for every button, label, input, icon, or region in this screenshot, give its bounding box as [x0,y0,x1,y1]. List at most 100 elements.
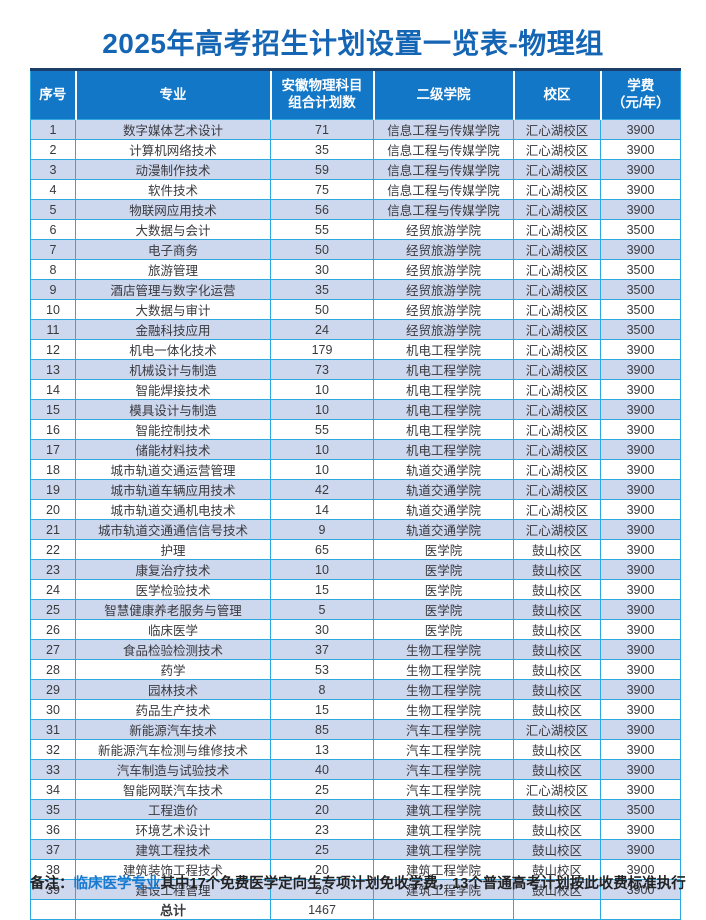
table-cell: 3900 [600,699,681,720]
table-cell: 3900 [600,579,681,600]
table-cell: 汇心湖校区 [513,179,601,200]
table-cell: 27 [30,639,76,660]
table-cell: 25 [270,779,374,800]
table-cell: 3900 [600,739,681,760]
table-cell: 75 [270,179,374,200]
table-cell: 25 [30,599,76,620]
table-cell: 3500 [600,799,681,820]
table-cell: 大数据与审计 [75,299,271,320]
table-cell: 3900 [600,559,681,580]
table-cell: 汇心湖校区 [513,719,601,740]
table-cell: 25 [270,839,374,860]
table-cell: 3900 [600,759,681,780]
table-cell: 建筑工程学院 [373,799,514,820]
table-cell: 14 [30,379,76,400]
table-cell: 信息工程与传媒学院 [373,139,514,160]
table-cell: 13 [270,739,374,760]
table-cell: 经贸旅游学院 [373,299,514,320]
table-row: 11 金融科技应用 24 经贸旅游学院 汇心湖校区 3500 [30,319,681,340]
table-cell: 3900 [600,839,681,860]
table-cell: 3900 [600,519,681,540]
table-cell: 26 [270,879,374,900]
table-cell: 6 [30,219,76,240]
enrollment-plan-table: 序号 专业 安徽物理科目 组合计划数 二级学院 校区 学费 （元/年） 1 数字媒体艺术设计 71… [30,68,681,920]
table-cell: 38 [30,859,76,880]
column-header: 校区 [512,68,601,120]
table-cell: 汇心湖校区 [513,459,601,480]
table-row: 10 大数据与审计 50 经贸旅游学院 汇心湖校区 3500 [30,299,681,320]
table-cell: 65 [270,539,374,560]
table-cell: 机械设计与制造 [75,359,271,380]
table-cell: 24 [30,579,76,600]
table-cell: 汇心湖校区 [513,479,601,500]
table-row: 15 模具设计与制造 10 机电工程学院 汇心湖校区 3900 [30,399,681,420]
table-cell: 汇心湖校区 [513,339,601,360]
table-cell: 模具设计与制造 [75,399,271,420]
table-cell: 31 [30,719,76,740]
table-cell: 23 [30,559,76,580]
table-cell: 鼓山校区 [513,559,601,580]
table-cell: 鼓山校区 [513,599,601,620]
table-row: 2 计算机网络技术 35 信息工程与传媒学院 汇心湖校区 3900 [30,139,681,160]
table-cell: 55 [270,419,374,440]
table-row: 19 城市轨道车辆应用技术 42 轨道交通学院 汇心湖校区 3900 [30,479,681,500]
table-cell: 22 [30,539,76,560]
table-cell: 35 [270,279,374,300]
table-cell: 经贸旅游学院 [373,219,514,240]
table-cell: 汽车制造与试验技术 [75,759,271,780]
table-row: 12 机电一体化技术 179 机电工程学院 汇心湖校区 3900 [30,339,681,360]
table-cell: 信息工程与传媒学院 [373,119,514,140]
table-cell: 15 [270,699,374,720]
table-cell: 33 [30,759,76,780]
table-row: 30 药品生产技术 15 生物工程学院 鼓山校区 3900 [30,699,681,720]
table-cell: 汇心湖校区 [513,399,601,420]
table-cell: 智慧健康养老服务与管理 [75,599,271,620]
table-cell: 3900 [600,159,681,180]
table-cell: 12 [30,339,76,360]
table-cell: 30 [270,619,374,640]
table-cell: 35 [270,139,374,160]
table-cell: 3900 [600,679,681,700]
table-cell: 20 [270,799,374,820]
table-row: 33 汽车制造与试验技术 40 汽车工程学院 鼓山校区 3900 [30,759,681,780]
table-cell: 建筑工程学院 [373,839,514,860]
table-cell: 机电工程学院 [373,419,514,440]
table-row: 3 动漫制作技术 59 信息工程与传媒学院 汇心湖校区 3900 [30,159,681,180]
table-cell: 3900 [600,819,681,840]
table-cell: 新能源汽车检测与维修技术 [75,739,271,760]
table-cell: 汇心湖校区 [513,259,601,280]
table-cell: 10 [270,439,374,460]
table-cell: 医学院 [373,539,514,560]
table-cell: 生物工程学院 [373,659,514,680]
table-cell: 经贸旅游学院 [373,319,514,340]
table-cell: 物联网应用技术 [75,199,271,220]
column-header: 学费 （元/年） [599,68,681,120]
table-cell: 软件技术 [75,179,271,200]
table-row: 14 智能焊接技术 10 机电工程学院 汇心湖校区 3900 [30,379,681,400]
table-cell: 汇心湖校区 [513,159,601,180]
table-cell: 信息工程与传媒学院 [373,179,514,200]
table-cell: 汇心湖校区 [513,359,601,380]
table-row: 35 工程造价 20 建筑工程学院 鼓山校区 3500 [30,799,681,820]
table-cell: 3500 [600,259,681,280]
table-cell: 计算机网络技术 [75,139,271,160]
table-cell: 36 [30,819,76,840]
table-cell: 医学院 [373,619,514,640]
table-cell: 建筑工程学院 [373,819,514,840]
table-cell: 55 [270,219,374,240]
table-cell: 鼓山校区 [513,759,601,780]
table-cell: 机电工程学院 [373,359,514,380]
table-cell: 85 [270,719,374,740]
table-cell: 3500 [600,219,681,240]
table-row: 8 旅游管理 30 经贸旅游学院 汇心湖校区 3500 [30,259,681,280]
table-cell: 37 [270,639,374,660]
table-cell: 鼓山校区 [513,859,601,880]
table-cell: 40 [270,759,374,780]
table-cell: 10 [270,459,374,480]
table-cell: 经贸旅游学院 [373,239,514,260]
table-cell [513,899,601,920]
table-cell: 鼓山校区 [513,539,601,560]
table-cell: 汽车工程学院 [373,779,514,800]
table-row: 27 食品检验检测技术 37 生物工程学院 鼓山校区 3900 [30,639,681,660]
